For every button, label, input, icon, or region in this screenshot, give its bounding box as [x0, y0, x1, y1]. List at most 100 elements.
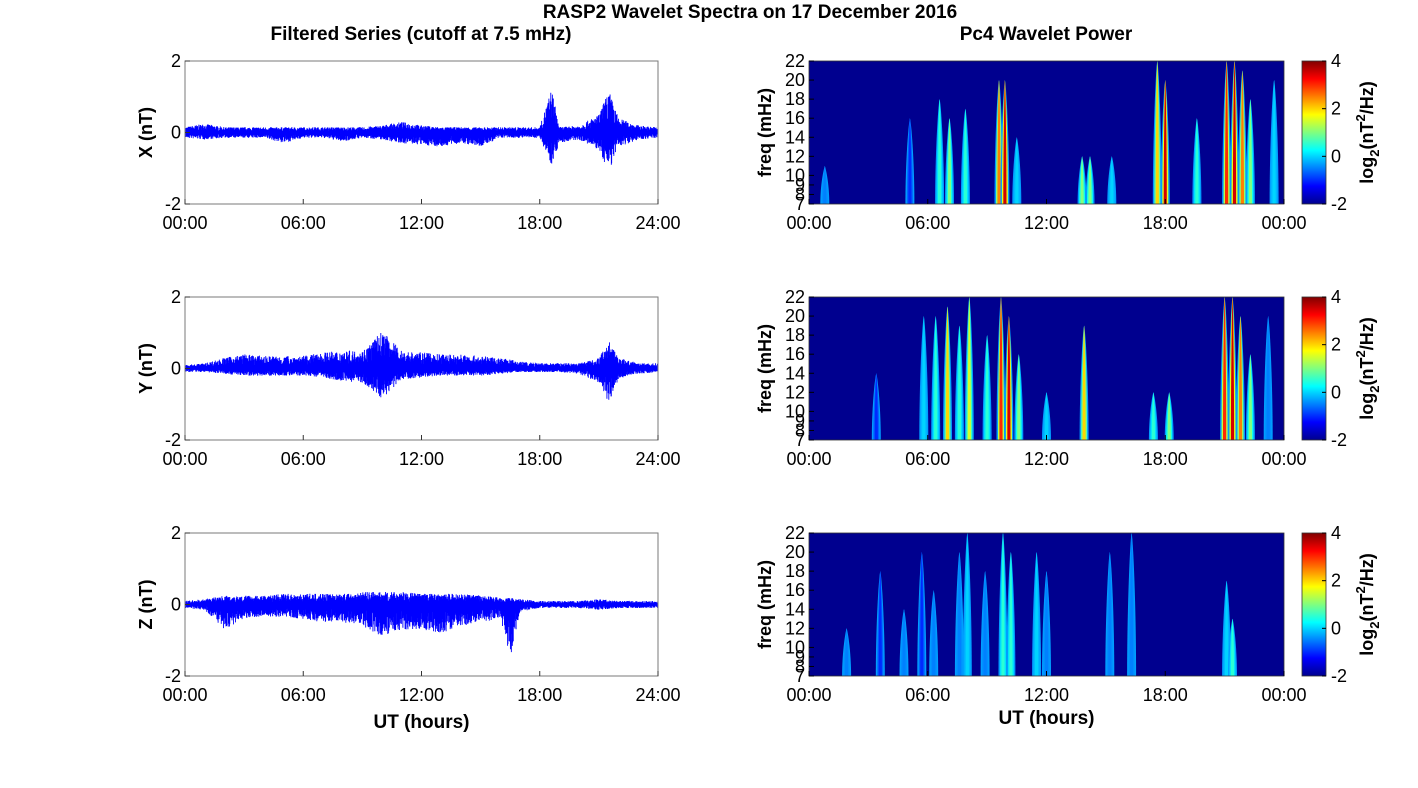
heatmap-streak: [1017, 354, 1021, 440]
x-tick-label: 00:00: [162, 685, 207, 705]
heatmap-streak: [985, 335, 989, 440]
y-tick-label: 14: [785, 599, 805, 619]
heatmap-streak: [1155, 61, 1159, 204]
colorbar-tick-label: 0: [1331, 382, 1341, 402]
colorbar-label-part: (nT: [1357, 358, 1377, 386]
heatmap-streak: [932, 590, 936, 676]
heatmap-streak: [1163, 80, 1167, 204]
x-tick-label: 18:00: [1143, 685, 1188, 705]
heatmap-streak: [1223, 297, 1227, 440]
x-tick-label: 12:00: [399, 213, 444, 233]
x-axis-label: UT (hours): [998, 708, 1094, 729]
colorbar-tick-label: -2: [1331, 666, 1347, 686]
heatmap-streak: [1007, 316, 1011, 440]
heatmap-streak: [1035, 552, 1039, 676]
colorbar-label-part: /Hz): [1357, 553, 1377, 586]
heatmap-streak: [1080, 156, 1084, 204]
y-tick-label: 20: [785, 542, 805, 562]
heatmap-streak: [938, 99, 942, 204]
heatmap-streak: [1238, 316, 1243, 440]
x-tick-label: 18:00: [1143, 449, 1188, 469]
heatmap-streak: [957, 325, 961, 440]
colorbar-tick-label: 0: [1331, 146, 1341, 166]
y-tick-label: 16: [785, 344, 805, 364]
y-axis-label: freq (mHz): [755, 560, 775, 649]
colorbar-tick-label: 4: [1331, 287, 1341, 307]
y-tick-label: 18: [785, 325, 805, 345]
y-tick-label: 2: [171, 51, 181, 71]
colorbar-label: log2(nT2/Hz): [1353, 317, 1382, 419]
y-tick-label: 22: [785, 51, 805, 71]
figure-title: RASP2 Wavelet Spectra on 17 December 201…: [543, 2, 957, 23]
heatmap-streak: [997, 80, 1001, 204]
x-tick-label: 18:00: [517, 449, 562, 469]
y-axis-label: freq (mHz): [755, 324, 775, 413]
y-tick-label: 10: [785, 165, 805, 185]
x-tick-label: 06:00: [281, 685, 326, 705]
heatmap-streak: [845, 628, 849, 676]
heatmap-streak: [1240, 70, 1244, 204]
y-tick-label: 9: [795, 647, 805, 667]
x-tick-label: 00:00: [786, 449, 831, 469]
heatmap-streak: [902, 609, 906, 676]
x-tick-label: 24:00: [635, 213, 680, 233]
x-tick-label: 00:00: [1261, 213, 1306, 233]
x-tick-label: 00:00: [1261, 685, 1306, 705]
y-tick-label: -2: [165, 194, 181, 214]
x-tick-label: 24:00: [635, 449, 680, 469]
x-tick-label: 06:00: [905, 449, 950, 469]
heatmap-streak: [1248, 99, 1252, 204]
colorbar-label: log2(nT2/Hz): [1353, 553, 1382, 655]
colorbar-label-part: 2: [1353, 586, 1368, 593]
x-tick-label: 06:00: [281, 449, 326, 469]
heatmap-streak: [1151, 392, 1155, 440]
x-tick-label: 12:00: [1024, 449, 1069, 469]
colorbar-label-part: (nT: [1357, 594, 1377, 622]
heatmap-streak: [965, 533, 969, 676]
heatmap-streak: [947, 118, 952, 204]
colorbar-tick-label: 2: [1331, 571, 1341, 591]
colorbar-tick-label: 0: [1331, 618, 1341, 638]
x-tick-label: 06:00: [281, 213, 326, 233]
heatmap-streak: [957, 552, 961, 676]
x-tick-label: 24:00: [635, 685, 680, 705]
heatmap-streak: [1248, 354, 1252, 440]
y-tick-label: 8: [795, 656, 805, 676]
colorbar: [1301, 296, 1327, 441]
colorbar-label-part: /Hz): [1357, 317, 1377, 350]
y-tick-label: 22: [785, 523, 805, 543]
heatmap-streak: [823, 165, 827, 204]
heatmap-streak: [945, 306, 950, 440]
heatmap-streak: [963, 108, 967, 204]
y-axis-label: freq (mHz): [755, 88, 775, 177]
y-axis-label: Y (nT): [136, 343, 156, 394]
x-tick-label: 12:00: [1024, 685, 1069, 705]
heatmap-streak: [1015, 137, 1019, 204]
x-tick-label: 18:00: [517, 685, 562, 705]
y-tick-label: 12: [785, 146, 805, 166]
heatmap-streak: [908, 118, 912, 204]
heatmap-streak: [1003, 80, 1007, 204]
heatmap-streak: [1088, 156, 1092, 204]
y-tick-label: 8: [795, 420, 805, 440]
y-tick-label: 8: [795, 184, 805, 204]
heatmap-streak: [999, 297, 1003, 440]
colorbar: [1301, 60, 1327, 205]
heatmap-streak: [1225, 61, 1229, 204]
heatmap-streak: [1001, 533, 1005, 676]
y-tick-label: 18: [785, 561, 805, 581]
colorbar-label-part: log: [1357, 157, 1377, 184]
y-tick-label: 10: [785, 637, 805, 657]
heatmap-streak: [1230, 618, 1235, 676]
y-tick-label: 14: [785, 363, 805, 383]
right-column-title: Pc4 Wavelet Power: [960, 24, 1133, 45]
colorbar-label-part: log: [1357, 393, 1377, 420]
colorbar-tick-label: 4: [1331, 51, 1341, 71]
x-tick-label: 06:00: [905, 213, 950, 233]
x-tick-label: 12:00: [1024, 213, 1069, 233]
heatmap-streak: [1167, 392, 1171, 440]
heatmap-streak: [983, 571, 987, 676]
heatmap-streak: [1272, 80, 1276, 204]
colorbar-tick-label: -2: [1331, 194, 1347, 214]
